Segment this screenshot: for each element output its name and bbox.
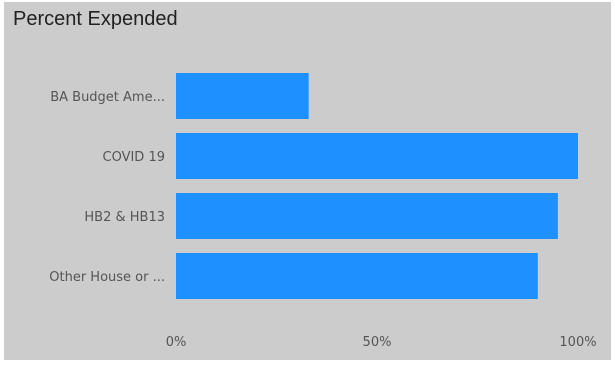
x-tick-label-0: 0%: [166, 335, 187, 350]
category-label-1: COVID 19: [103, 150, 166, 165]
category-label-3: Other House or ...: [49, 270, 165, 285]
bar-0[interactable]: [176, 73, 309, 119]
x-tick-label-2: 100%: [559, 335, 596, 350]
bar-series: [176, 73, 578, 299]
category-label-0: BA Budget Ame...: [50, 90, 165, 105]
chart-card: Percent Expended: [4, 2, 611, 360]
chart-title: Percent Expended: [13, 8, 178, 30]
category-label-2: HB2 & HB13: [84, 210, 165, 225]
bar-3[interactable]: [176, 253, 538, 299]
category-labels: BA Budget Ame... COVID 19 HB2 & HB13 Other …: [49, 90, 165, 285]
bar-1[interactable]: [176, 133, 578, 179]
bar-2[interactable]: [176, 193, 558, 239]
x-tick-label-1: 50%: [363, 335, 392, 350]
x-axis-tick-labels: 0% 50% 100%: [166, 335, 597, 350]
